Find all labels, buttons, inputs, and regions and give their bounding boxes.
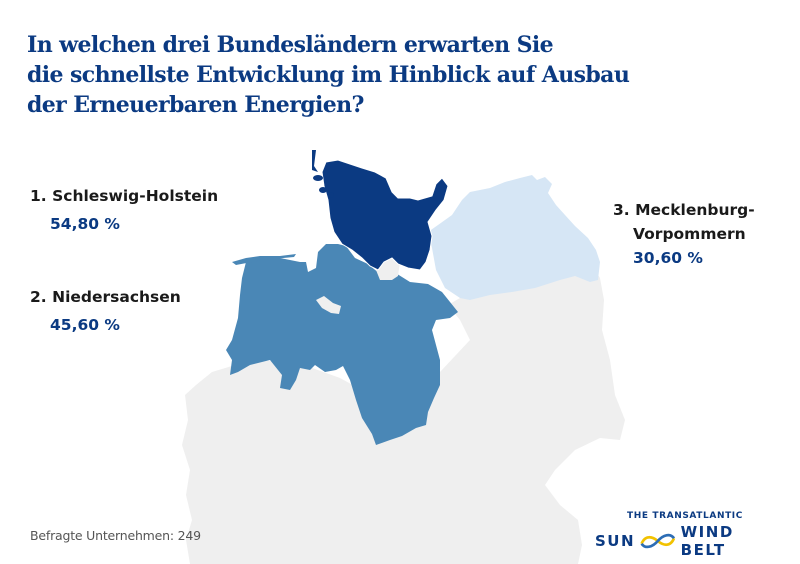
percentage-value: 45,60 %: [50, 316, 120, 334]
map-region-bremen: [316, 296, 341, 314]
map-island: [328, 192, 334, 198]
rank-number: 1.: [30, 187, 47, 205]
infinity-icon: [640, 533, 676, 549]
title-line-1: In welchen drei Bundesländern erwarten S…: [27, 32, 554, 58]
map-island: [313, 175, 323, 181]
logo: THE TRANSATLANTIC SUN WIND BELT: [595, 511, 775, 559]
state-name: Niedersachsen: [52, 288, 181, 306]
map-region-hamburg: [376, 256, 400, 280]
percentage-value: 30,60 %: [633, 249, 703, 267]
ranking-niedersachsen: 2. Niedersachsen 45,60 %: [30, 285, 181, 337]
page-title: In welchen drei Bundesländern erwarten S…: [27, 30, 630, 120]
state-name: Schleswig-Holstein: [52, 187, 219, 205]
state-name-line-1: Mecklenburg-: [635, 201, 755, 219]
map-region-schleswig-holstein: [321, 159, 449, 271]
respondents-note: Befragte Unternehmen: 249: [30, 528, 201, 543]
map-island: [232, 254, 296, 265]
title-line-3: der Erneuerbaren Energien?: [27, 92, 364, 118]
state-name-line-2: Vorpommern: [633, 225, 746, 243]
rank-number: 3.: [613, 201, 630, 219]
map-island: [312, 150, 318, 172]
ranking-schleswig-holstein: 1. Schleswig-Holstein 54,80 %: [30, 184, 218, 236]
rank-number: 2.: [30, 288, 47, 306]
map-region-mecklenburg-vorpommern: [428, 175, 600, 300]
logo-right-word: WIND BELT: [680, 523, 734, 559]
title-line-2: die schnellste Entwicklung im Hinblick a…: [27, 62, 630, 88]
map-island: [319, 187, 327, 193]
logo-top-text: THE TRANSATLANTIC: [627, 511, 743, 521]
map-region-niedersachsen: [226, 244, 458, 445]
logo-left-word: SUN: [595, 532, 636, 550]
ranking-mecklenburg-vorpommern: 3. Mecklenburg- Vorpommern 30,60 %: [613, 198, 755, 270]
percentage-value: 54,80 %: [50, 215, 120, 233]
